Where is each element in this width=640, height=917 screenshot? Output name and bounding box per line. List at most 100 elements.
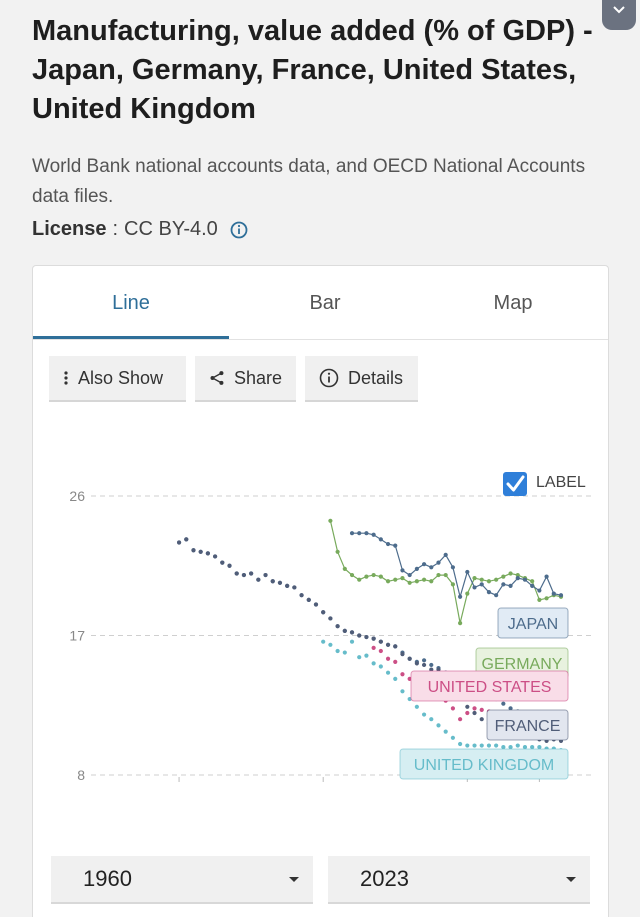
data-point-france [241, 572, 247, 578]
data-point-united_states [393, 659, 398, 664]
data-point-france [371, 636, 376, 641]
tab-bar[interactable]: Bar [309, 291, 341, 314]
data-point-germany [407, 580, 412, 585]
info-icon [319, 368, 339, 388]
data-point-united_kingdom [494, 743, 499, 748]
data-point-united_kingdom [472, 743, 477, 748]
details-button[interactable]: Details [305, 356, 418, 402]
data-point-germany [486, 579, 492, 584]
data-point-united_kingdom [421, 712, 427, 717]
also-show-button[interactable]: Also Show [49, 356, 186, 402]
end-label-text: JAPAN [508, 616, 558, 633]
data-point-united_kingdom [342, 650, 347, 655]
end-label-text: FRANCE [495, 718, 561, 735]
data-point-germany [465, 591, 470, 596]
data-point-germany [472, 576, 477, 581]
data-point-germany [371, 572, 376, 578]
data-point-japan_recent [458, 594, 463, 599]
data-point-united_kingdom [458, 741, 463, 747]
info-icon[interactable] [230, 221, 248, 239]
data-point-france [220, 560, 225, 565]
data-point-united_kingdom [414, 704, 419, 709]
data-point-united_kingdom [400, 689, 405, 694]
data-point-japan_recent [472, 585, 477, 590]
data-point-japan_recent [385, 541, 391, 547]
data-point-japan_recent [486, 590, 492, 595]
end-label-text: UNITED KINGDOM [414, 757, 554, 774]
data-point-france [400, 652, 405, 657]
data-point-united_kingdom [537, 745, 542, 750]
data-point-france [385, 642, 391, 647]
data-point-japan_recent [400, 568, 405, 573]
data-point-united_kingdom [443, 729, 448, 734]
end-label-united_states: UNITED STATES [410, 670, 569, 702]
data-point-france [349, 630, 355, 635]
data-point-united_kingdom [393, 676, 398, 681]
tab-line[interactable]: Line [112, 291, 150, 314]
data-point-germany [421, 577, 427, 582]
data-point-france [277, 580, 283, 585]
end-label-france: FRANCE [486, 709, 569, 741]
share-label: Share [233, 367, 282, 388]
data-point-united_kingdom [371, 661, 376, 666]
data-point-france [285, 583, 290, 588]
data-point-japan_recent [551, 591, 556, 596]
end-label-text: UNITED STATES [428, 679, 552, 696]
data-point-germany [378, 574, 383, 579]
data-point-united_kingdom [364, 653, 369, 658]
data-point-france [321, 610, 326, 615]
data-point-united_states [385, 656, 391, 661]
data-point-germany [494, 577, 499, 582]
end-year-value: 2023 [360, 866, 409, 891]
data-point-germany [364, 574, 369, 579]
data-point-united_states [479, 707, 484, 712]
data-point-japan [421, 658, 427, 663]
license-value: CC BY-4.0 [124, 218, 218, 240]
data-point-united_kingdom [349, 639, 355, 644]
data-point-germany [393, 577, 398, 582]
data-point-united_states [465, 710, 470, 716]
y-tick-label: 8 [77, 767, 85, 783]
data-point-france [191, 548, 196, 553]
chart-card: Line Bar Map Also Show Share Details 8 17… [32, 265, 609, 917]
data-point-france [465, 704, 470, 709]
data-point-japan_recent [357, 531, 362, 536]
share-button[interactable]: Share [195, 356, 296, 402]
data-point-japan_recent [393, 543, 398, 548]
data-point-france [263, 572, 268, 578]
data-point-united_kingdom [450, 735, 456, 740]
data-point-france [299, 593, 304, 598]
data-point-germany [429, 579, 434, 584]
data-point-japan_recent [371, 532, 376, 537]
data-point-united_kingdom [465, 743, 470, 748]
data-point-united_states [400, 672, 405, 677]
end-year-select[interactable]: 2023 [328, 856, 590, 904]
data-point-japan_recent [378, 537, 383, 542]
data-point-france [306, 597, 311, 602]
data-point-japan_recent [544, 574, 549, 579]
page-title: Manufacturing, value added (% of GDP) - … [32, 15, 593, 125]
data-point-germany [530, 579, 535, 584]
start-year-value: 1960 [83, 866, 132, 891]
data-point-germany [400, 576, 405, 581]
data-point-france [328, 616, 333, 621]
data-point-united_kingdom [530, 745, 535, 750]
start-year-select[interactable]: 1960 [51, 856, 313, 904]
data-point-united_kingdom [328, 642, 333, 647]
data-point-france [342, 628, 347, 633]
collapse-button[interactable] [602, 0, 636, 30]
data-point-germany [501, 574, 506, 579]
data-point-france [335, 624, 340, 629]
data-point-japan_recent [429, 565, 434, 570]
data-point-germany [335, 549, 340, 554]
caret-down-icon [289, 877, 299, 882]
data-point-japan_recent [508, 583, 513, 588]
data-point-united_kingdom [436, 723, 441, 728]
chart-tabs: Line Bar Map [33, 266, 608, 340]
data-point-france [421, 662, 427, 668]
data-point-germany [537, 597, 542, 602]
data-point-japan_recent [364, 531, 369, 536]
label-toggle[interactable]: LABEL [503, 472, 586, 496]
data-point-germany [349, 572, 355, 578]
tab-map[interactable]: Map [493, 291, 533, 314]
